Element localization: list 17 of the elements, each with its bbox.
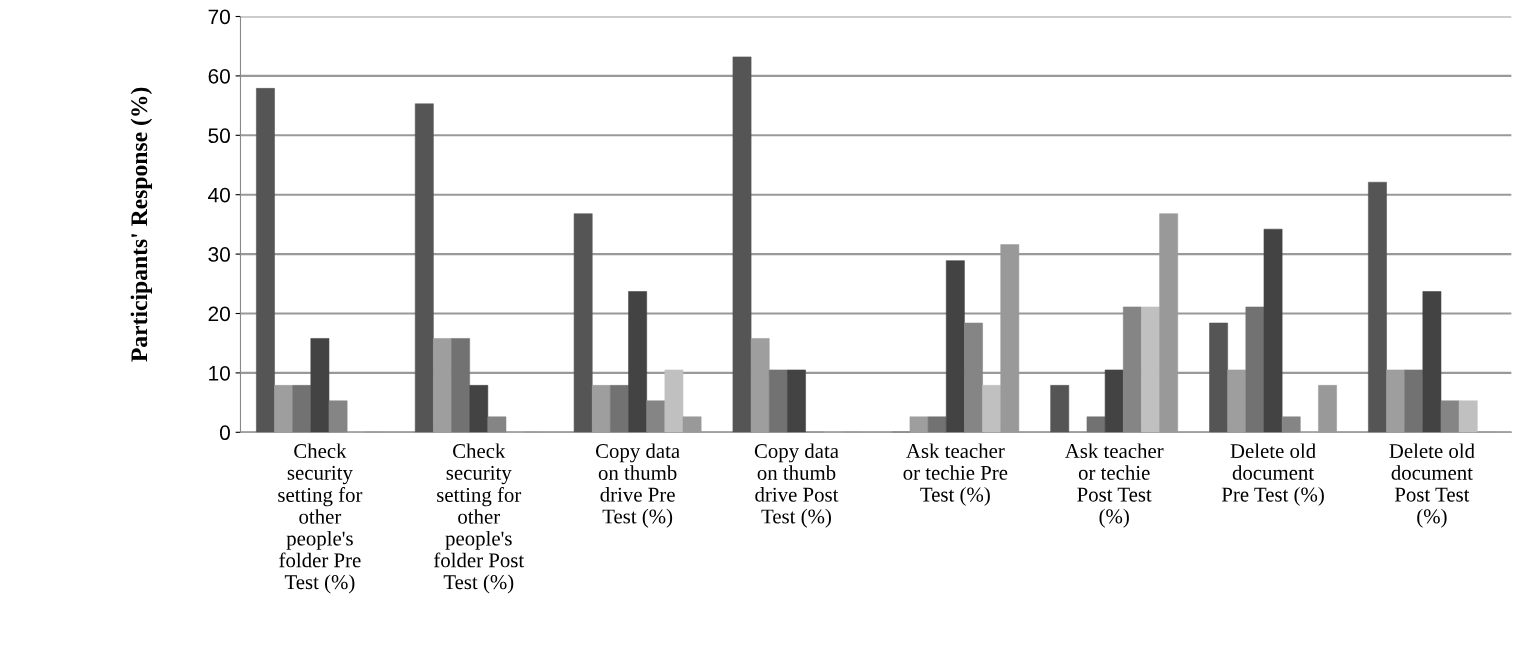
- x-tick-label: Check security setting for other people's folder Pre Test (%): [278, 443, 363, 594]
- y-tick-label: 50: [208, 128, 230, 144]
- x-tick-label: Delete old document Pre Test (%): [1221, 443, 1324, 506]
- y-tick-label: 10: [209, 365, 230, 381]
- y-tick-label: 40: [208, 187, 230, 203]
- y-tick-label: 70: [208, 9, 230, 25]
- y-axis-title: Participants' Response (%): [130, 87, 153, 362]
- x-tick-label: Copy data on thumb drive Pre Test (%): [595, 443, 680, 528]
- x-tick-label: Ask teacher or techie Post Test (%): [1064, 443, 1164, 528]
- x-tick-label: Check security setting for other people's folder Post Test (%): [433, 443, 525, 594]
- x-tick-label: Delete old document Post Test (%): [1389, 443, 1475, 528]
- y-tick-label: 60: [208, 68, 230, 84]
- y-tick-label: 20: [208, 306, 230, 322]
- y-tick-label: 30: [208, 247, 230, 262]
- x-tick-label: Ask teacher or techie Pre Test (%): [903, 443, 1008, 506]
- x-tick-label: Copy data on thumb drive Post Test (%): [754, 443, 839, 528]
- y-tick-label: 0: [219, 425, 230, 441]
